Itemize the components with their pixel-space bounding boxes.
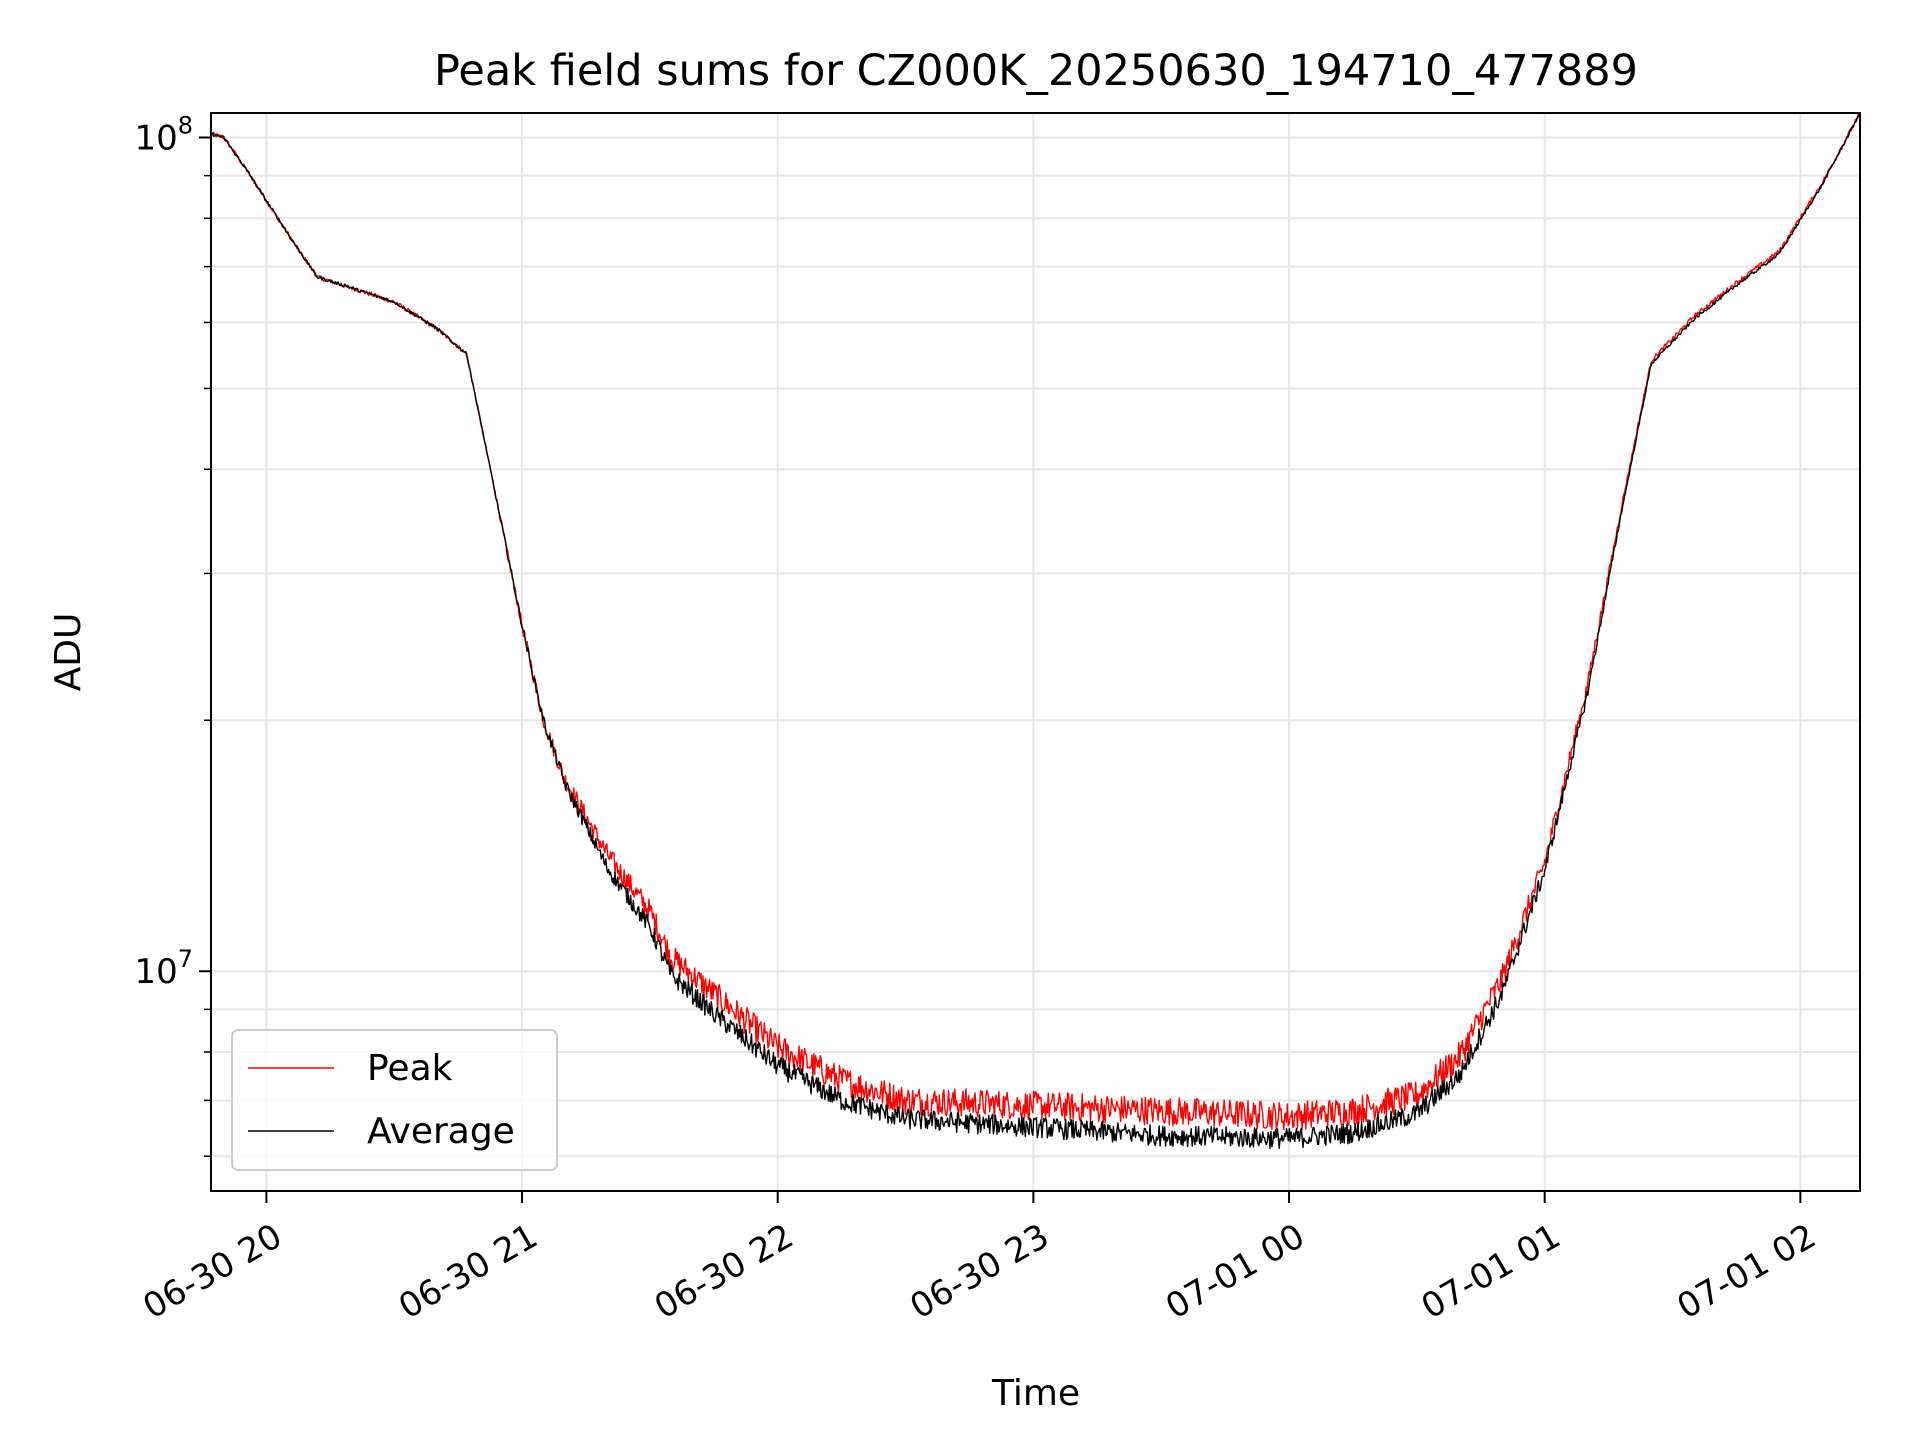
axes-frame [210, 112, 1861, 1192]
y-tick-label: 107 [134, 945, 193, 992]
legend-label-peak: Peak [367, 1048, 453, 1089]
chart-title: Peak field sums for CZ000K_20250630_1947… [434, 46, 1638, 96]
y-axis-ticks: 107 108 [134, 111, 211, 1157]
legend: Peak Average [231, 1029, 558, 1171]
x-axis-label: Time [991, 1373, 1080, 1414]
y-axis-label: ADU [48, 613, 89, 692]
y-tick-label: 108 [134, 111, 193, 158]
legend-box [231, 1029, 558, 1171]
series-line-average [210, 112, 1861, 1150]
series-layer [210, 112, 1861, 1150]
legend-label-average: Average [367, 1111, 515, 1152]
